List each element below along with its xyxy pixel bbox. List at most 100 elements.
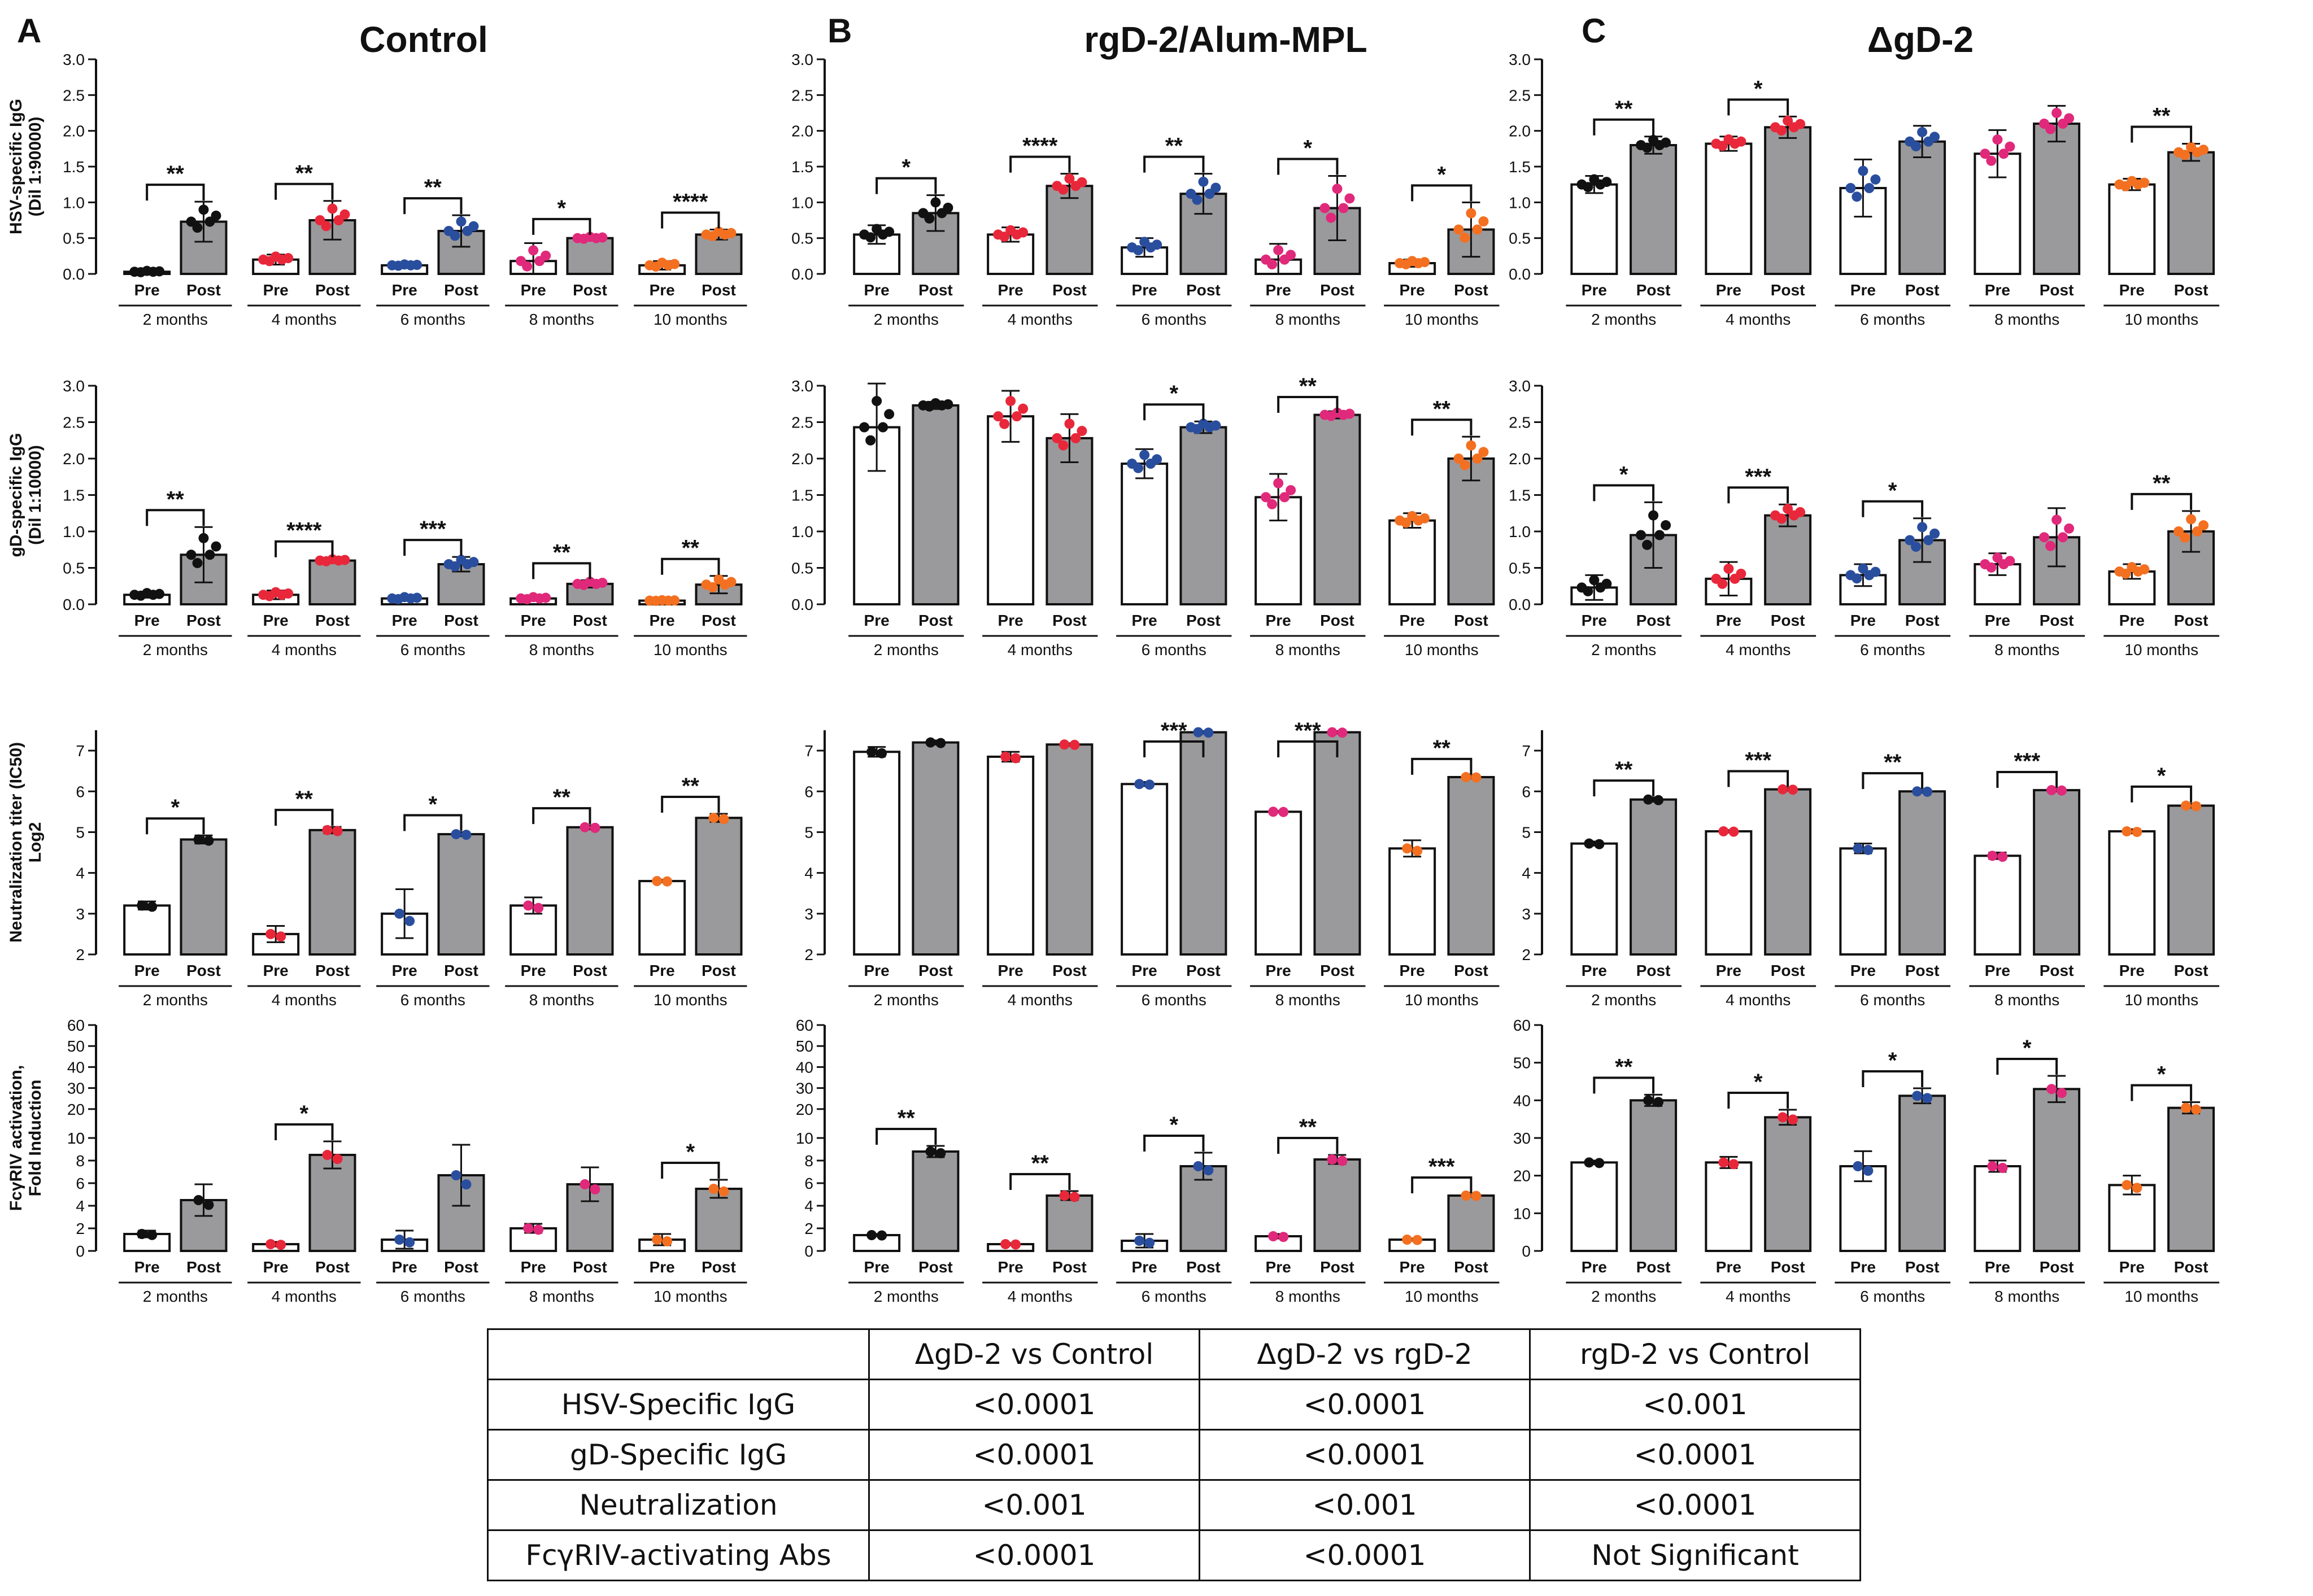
- significance-label: ***: [1745, 464, 1771, 489]
- significance-bracket: [146, 184, 205, 201]
- significance-label: *: [2023, 1036, 2032, 1061]
- bar-label-post: Post: [2174, 612, 2209, 629]
- significance-label: *: [1303, 136, 1312, 160]
- data-point: [1858, 165, 1868, 176]
- data-point: [1870, 566, 1881, 577]
- data-point: [211, 541, 221, 552]
- x-category-label: 8 months: [1994, 641, 2059, 659]
- bar-label-pre: Pre: [521, 281, 546, 299]
- data-point: [1864, 183, 1875, 193]
- significance-bracket: [146, 509, 205, 526]
- bar-label-pre: Pre: [263, 612, 289, 629]
- bar-pre: [1974, 854, 2022, 956]
- bar-label-pre: Pre: [2119, 281, 2145, 299]
- significance-bracket: [1277, 1137, 1339, 1154]
- y-tick-label: 1.5: [791, 158, 813, 176]
- data-point: [1192, 194, 1203, 205]
- bar-label-post: Post: [1636, 962, 1671, 979]
- y-tick-label: 1.0: [63, 523, 85, 540]
- data-point: [1326, 212, 1336, 223]
- data-point: [708, 813, 719, 823]
- y-axis-label: Neutralization titer (IC50): [7, 742, 25, 943]
- y-tick-label: 7: [804, 742, 813, 760]
- x-category-label: 2 months: [874, 1288, 939, 1305]
- x-category-label: 2 months: [874, 991, 939, 1009]
- x-category-label: 10 months: [1405, 641, 1479, 659]
- data-point: [943, 399, 953, 409]
- data-point: [1286, 485, 1296, 495]
- data-point: [925, 737, 936, 748]
- y-tick-label: 30: [1513, 1130, 1531, 1147]
- x-category-label: 10 months: [1405, 1288, 1479, 1305]
- bar-pre: [509, 1227, 557, 1252]
- y-tick-label: 2: [1522, 946, 1531, 963]
- data-point: [1419, 513, 1430, 524]
- y-tick-label: 2: [76, 946, 85, 963]
- data-point: [2139, 564, 2150, 575]
- data-point: [1069, 739, 1080, 750]
- data-point: [718, 1186, 729, 1197]
- data-point: [1853, 1161, 1863, 1171]
- y-tick-label: 2: [76, 1220, 85, 1237]
- data-point: [1917, 127, 1928, 137]
- data-point: [1461, 1191, 1471, 1201]
- significance-bracket: [1411, 757, 1473, 775]
- bar-post: [1447, 776, 1495, 956]
- data-point: [1471, 1191, 1482, 1201]
- significance-label: **: [167, 487, 185, 512]
- x-category-label: 6 months: [400, 991, 465, 1009]
- significance-bracket: [275, 540, 334, 557]
- bar-label-pre: Pre: [864, 962, 890, 979]
- significance-bracket: [1593, 118, 1655, 136]
- bar-label-pre: Pre: [1716, 1258, 1741, 1276]
- significance-label: *: [1169, 381, 1178, 406]
- y-tick-label: 0.5: [63, 230, 85, 247]
- data-point: [1152, 454, 1162, 465]
- data-point: [1905, 535, 1915, 546]
- data-point: [597, 577, 608, 588]
- bar-pre: [638, 880, 686, 956]
- bar-label-post: Post: [1052, 612, 1087, 629]
- bar-label-post: Post: [2174, 281, 2209, 299]
- data-point: [1273, 245, 1284, 255]
- significance-bracket: [1411, 1176, 1473, 1193]
- y-tick-label: 0: [76, 1242, 85, 1260]
- significance-bracket: [1277, 396, 1339, 413]
- bar-pre: [1705, 830, 1753, 956]
- data-point: [1460, 460, 1470, 470]
- bar-label-post: Post: [1905, 1258, 1940, 1276]
- data-point: [2192, 526, 2203, 537]
- data-point: [1472, 224, 1483, 235]
- data-point: [597, 232, 608, 243]
- y-tick-label: 0.5: [791, 230, 813, 247]
- y-tick-label: 50: [796, 1037, 813, 1055]
- table-row-label: FcγRIV-activating Abs: [487, 1529, 870, 1581]
- y-tick-label: 2.0: [791, 123, 813, 140]
- y-tick-label: 2.5: [791, 414, 813, 431]
- data-point: [1852, 191, 1862, 202]
- bar-label-post: Post: [573, 1258, 607, 1276]
- data-point: [1653, 1097, 1664, 1107]
- bar-label-post: Post: [186, 612, 221, 629]
- x-category-label: 10 months: [2124, 641, 2198, 659]
- bar-label-pre: Pre: [998, 962, 1023, 979]
- data-point: [1736, 568, 1746, 579]
- data-point: [2064, 113, 2075, 124]
- data-point: [2173, 526, 2184, 537]
- bar-label-pre: Pre: [263, 281, 289, 299]
- significance-label: *: [1169, 1113, 1178, 1137]
- data-point: [523, 1223, 534, 1233]
- y-tick-label: 2: [804, 1220, 813, 1237]
- data-point: [394, 908, 405, 919]
- data-point: [203, 835, 214, 846]
- data-point: [2180, 150, 2190, 160]
- y-tick-label: 3.0: [1509, 51, 1531, 68]
- data-point: [2132, 827, 2142, 838]
- y-tick-label: 60: [1513, 1017, 1531, 1034]
- y-tick-label: 1.0: [63, 194, 85, 211]
- significance-label: *: [686, 1140, 695, 1165]
- data-point: [669, 259, 680, 269]
- y-tick-label: 2.0: [791, 450, 813, 468]
- table-cell: <0.0001: [1199, 1529, 1531, 1581]
- data-point: [198, 533, 209, 543]
